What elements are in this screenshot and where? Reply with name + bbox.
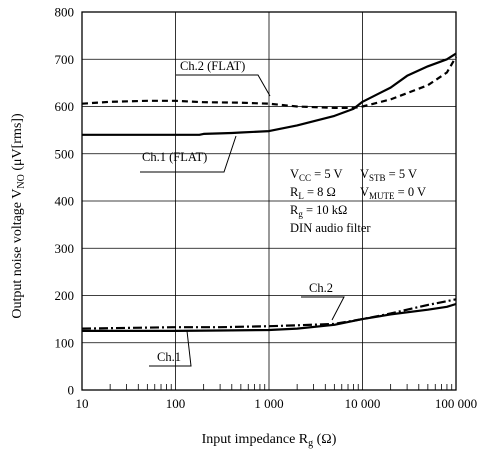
condition-vmute: VMUTE = 0 V [360,185,426,201]
y-tick-label: 100 [55,335,75,350]
y-axis-label-text: Output noise voltage [10,202,25,319]
y-tick-label: 400 [55,194,75,209]
y-tick-label: 800 [55,5,75,20]
condition-rl: RL = 8 Ω [290,185,336,201]
x-tick-labels: 10 100 1 000 10 000 100 000 [76,396,478,411]
annotation-ch2: Ch.2 [301,281,345,321]
x-tick-label: 10 000 [345,396,381,411]
x-axis-label: Input impedance Rg (Ω) [202,432,337,449]
annotation-ch1-label: Ch.1 [157,350,181,364]
series-lines [81,52,457,332]
annotation-ch1-leader [149,330,192,367]
y-tick-labels: 0 100 200 300 400 500 600 700 800 [55,5,75,398]
condition-vstb: VSTB = 5 V [360,167,417,183]
series-line-ch-1 [82,302,457,332]
x-tick-label: 100 [166,396,186,411]
x-tick-label: 100 000 [435,396,477,411]
y-axis-subscript: NO [16,174,27,188]
test-conditions: VCC = 5 V VSTB = 5 V RL = 8 Ω VMUTE = 0 … [290,167,426,235]
annotation-ch1: Ch.1 [149,330,192,367]
y-axis-unit: (μV[rms]) [10,113,25,171]
annotation-ch2-label: Ch.2 [309,281,333,295]
series-line-ch-1-flat [82,52,457,136]
y-tick-label: 300 [55,241,75,256]
annotation-ch2-flat-leader [176,74,271,97]
annotation-ch1-flat-leader [140,135,237,173]
x-axis-unit: (Ω) [317,432,337,447]
condition-rg: Rg = 10 kΩ [290,203,347,219]
annotation-ch2-flat: Ch.2 (FLAT) [176,59,271,97]
annotation-ch2-flat-label: Ch.2 (FLAT) [180,59,245,73]
annotation-ch1-flat: Ch.1 (FLAT) [140,135,237,173]
series-line-ch-2-flat [81,56,457,110]
x-axis-subscript: g [308,438,313,449]
x-axis-symbol: R [299,432,309,447]
grid [82,12,456,390]
condition-filter: DIN audio filter [290,221,371,235]
y-tick-label: 700 [55,52,75,67]
x-axis-label-text: Input impedance [202,432,296,447]
y-axis-symbol: V [10,189,25,199]
x-tick-label: 10 [76,396,89,411]
plot-frame [81,11,457,391]
y-tick-label: 600 [55,99,75,114]
condition-vcc: VCC = 5 V [290,167,343,183]
x-tick-label: 1 000 [254,396,283,411]
series-line-ch-2 [81,298,457,330]
annotation-ch1-flat-label: Ch.1 (FLAT) [142,150,207,164]
y-tick-label: 0 [68,383,75,398]
y-tick-label: 200 [55,288,75,303]
annotation-ch2-leader [301,296,345,321]
minor-ticks [109,384,453,390]
y-tick-label: 500 [55,146,75,161]
y-axis-label: Output noise voltage VNO (μV[rms]) [10,113,27,319]
